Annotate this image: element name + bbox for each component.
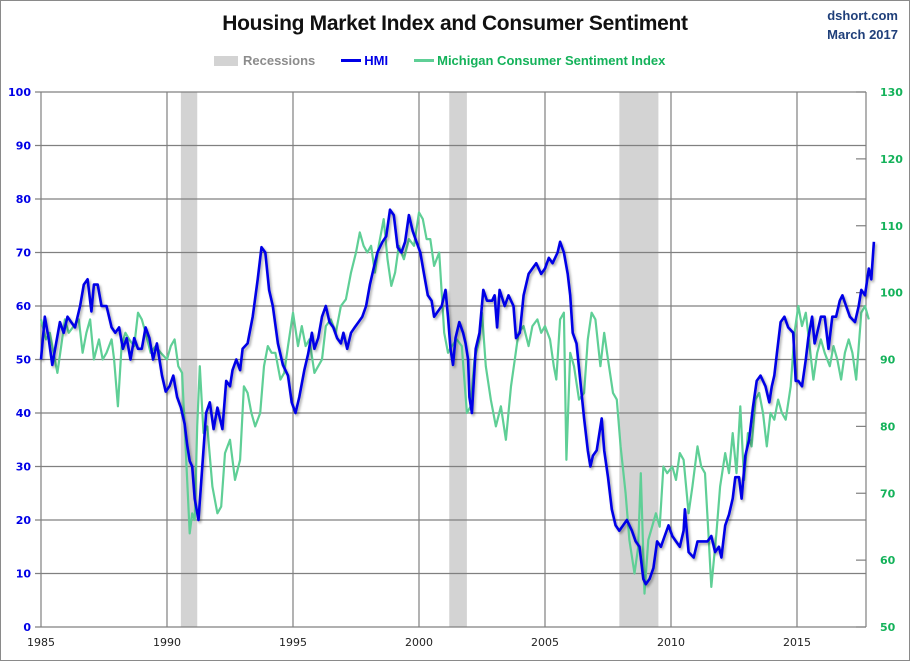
- legend-label-hmi: HMI: [364, 53, 389, 68]
- x-tick-label: 2005: [531, 636, 559, 649]
- y-right-tick-label: 90: [880, 354, 896, 367]
- y-left-tick-label: 80: [16, 193, 32, 206]
- legend-item-recessions: Recessions: [214, 53, 315, 68]
- x-tick-label: 2000: [405, 636, 433, 649]
- y-left-tick-label: 50: [16, 354, 32, 367]
- legend-swatch-hmi: [341, 59, 362, 62]
- y-right-tick-label: 80: [880, 420, 896, 433]
- y-right-tick-label: 70: [880, 487, 896, 500]
- series-line-hmi: [39, 208, 876, 586]
- y-left-tick-label: 0: [23, 621, 31, 634]
- y-left-tick-label: 30: [16, 461, 32, 474]
- legend-item-hmi: HMI: [341, 53, 388, 68]
- y-right-tick-label: 110: [880, 220, 903, 233]
- source-date: March 2017: [827, 27, 898, 42]
- y-left-tick-label: 20: [16, 514, 32, 527]
- y-left-tick-label: 10: [16, 568, 32, 581]
- legend-item-sentiment: Michigan Consumer Sentiment Index: [414, 53, 665, 68]
- y-right-tick-label: 130: [880, 86, 903, 99]
- source-credit: dshort.com March 2017: [827, 6, 898, 44]
- legend-swatch-recessions: [214, 55, 238, 66]
- source-site: dshort.com: [827, 8, 898, 23]
- y-left-tick-label: 100: [8, 86, 31, 99]
- chart-title: Housing Market Index and Consumer Sentim…: [222, 12, 688, 35]
- y-left-tick-label: 70: [16, 247, 32, 260]
- x-tick-label: 2015: [783, 636, 811, 649]
- x-tick-label: 1995: [279, 636, 307, 649]
- gridlines: [35, 91, 867, 628]
- y-right-tick-label: 120: [880, 153, 903, 166]
- y-left-tick-label: 40: [16, 407, 32, 420]
- x-tick-label: 1990: [153, 636, 181, 649]
- y-right-tick-label: 60: [880, 554, 896, 567]
- y-left-tick-label: 90: [16, 140, 32, 153]
- series-line-sentiment: [39, 211, 870, 595]
- legend-label-recessions: Recessions: [243, 53, 316, 68]
- legend-label-sentiment: Michigan Consumer Sentiment Index: [437, 53, 666, 68]
- y-right-tick-label: 100: [880, 287, 903, 300]
- x-tick-label: 2010: [657, 636, 685, 649]
- y-right-tick-label: 50: [880, 621, 896, 634]
- legend-swatch-sentiment: [414, 59, 435, 62]
- axis-ticks: 0 10 20 30 40 50 60 70 80 90 100 50 60 70 80 90 100 110 12…: [8, 86, 903, 649]
- series-lines: [39, 208, 876, 595]
- x-tick-label: 1985: [27, 636, 55, 649]
- legend: Recessions HMI Michigan Consumer Sentime…: [214, 53, 691, 68]
- y-left-tick-label: 60: [16, 300, 32, 313]
